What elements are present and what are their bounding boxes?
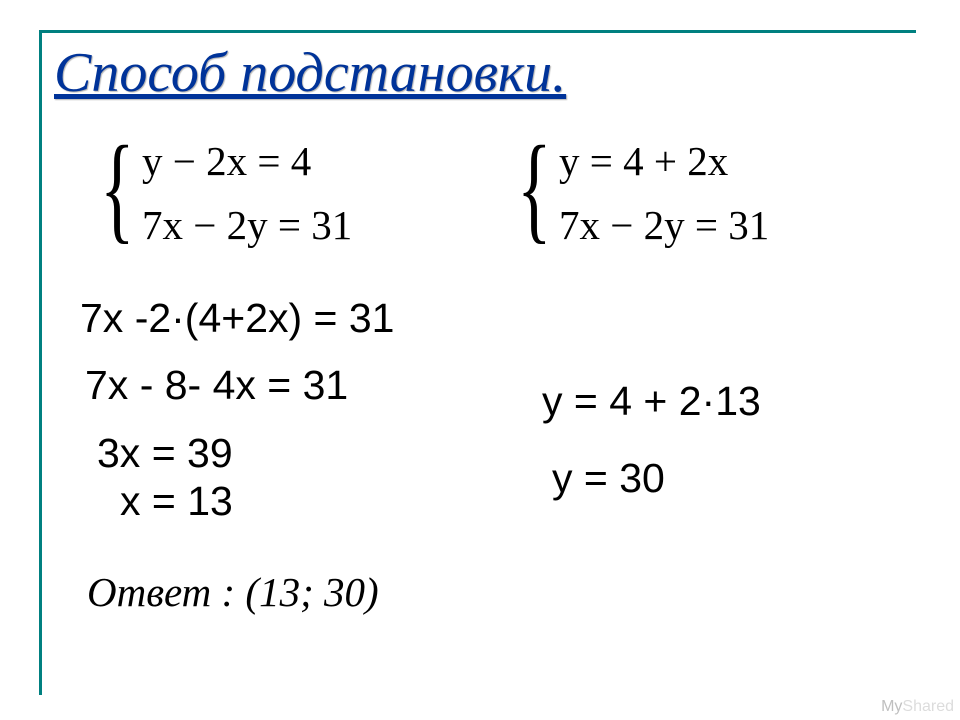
- step-5: y = 4 + 2·13: [542, 378, 761, 425]
- system1-eq2: 7x − 2y = 31: [142, 205, 352, 246]
- system1-eq1: y − 2x = 4: [142, 141, 311, 182]
- brace-left-1: {: [100, 128, 135, 248]
- slide-title: Способ подстановки.: [54, 41, 566, 105]
- watermark-part-a: My: [881, 698, 902, 715]
- answer-line: Ответ : (13; 30): [87, 568, 379, 616]
- step-1: 7x -2·(4+2x) = 31: [80, 295, 395, 342]
- step-4: x = 13: [120, 478, 233, 525]
- step-3: 3x = 39: [97, 430, 233, 477]
- step-6: у = 30: [552, 455, 665, 502]
- watermark-part-b: Shared: [902, 698, 954, 715]
- system2-eq2: 7x − 2y = 31: [559, 205, 769, 246]
- watermark: MyShared: [881, 698, 954, 716]
- slide-frame: Способ подстановки. { y − 2x = 4 7x − 2y…: [39, 30, 916, 695]
- step-2: 7x - 8- 4x = 31: [85, 362, 348, 409]
- system2-eq1: y = 4 + 2x: [559, 141, 728, 182]
- brace-left-2: {: [517, 128, 552, 248]
